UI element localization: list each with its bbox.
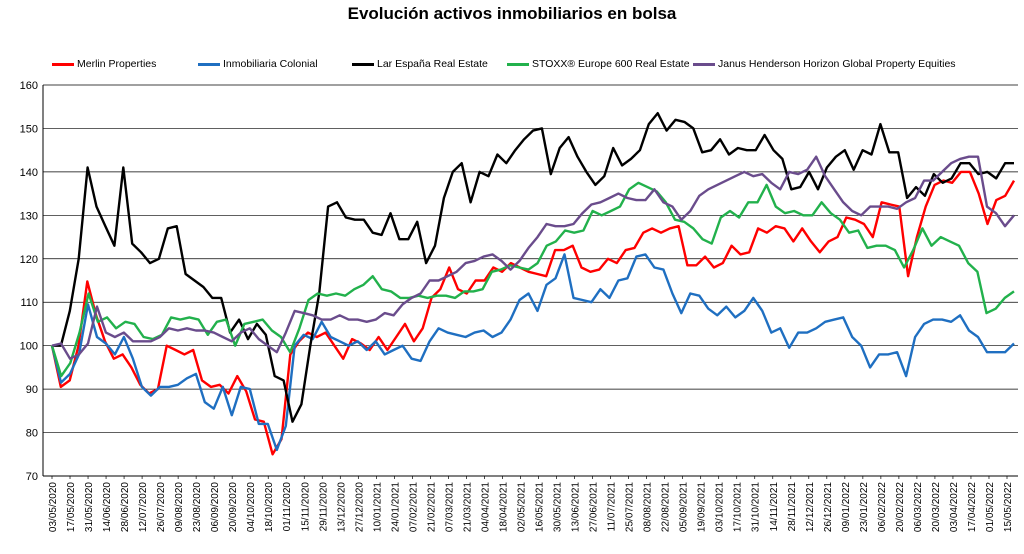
x-tick-label-2: 31/05/2020	[84, 482, 95, 532]
x-tick-label-0: 03/05/2020	[48, 482, 59, 532]
x-tick-label-17: 27/12/2020	[354, 482, 365, 532]
x-tick-label-53: 15/05/2022	[1003, 482, 1014, 532]
x-tick-label-31: 11/07/2021	[607, 482, 618, 532]
series-line-2	[52, 111, 1014, 423]
x-tick-label-33: 08/08/2021	[643, 482, 654, 532]
x-tick-label-20: 07/02/2021	[408, 482, 419, 532]
x-tick-label-11: 04/10/2020	[246, 482, 257, 532]
x-tick-label-13: 01/11/2020	[282, 482, 293, 532]
x-tick-label-19: 24/01/2021	[390, 482, 401, 532]
series-line-1	[50, 253, 1015, 452]
y-tick-label-80: 80	[26, 428, 38, 440]
x-tick-label-42: 12/12/2021	[805, 482, 816, 532]
legend-item-1: Inmobiliaria Colonial	[198, 56, 318, 72]
y-tick-label-110: 110	[20, 297, 38, 309]
x-tick-label-39: 31/10/2021	[751, 482, 762, 532]
x-tick-label-25: 18/04/2021	[498, 482, 509, 532]
x-tick-label-10: 20/09/2020	[228, 482, 239, 532]
x-tick-label-6: 26/07/2020	[156, 482, 167, 532]
x-tick-label-46: 06/02/2022	[877, 482, 888, 532]
x-tick-label-12: 18/10/2020	[264, 482, 275, 532]
y-tick-label-70: 70	[26, 471, 38, 483]
series-line-3	[50, 181, 1015, 378]
x-tick-label-21: 21/02/2021	[426, 482, 437, 532]
y-tick-label-160: 160	[20, 80, 38, 92]
x-tick-label-47: 20/02/2022	[895, 482, 906, 532]
x-tick-label-40: 14/11/2021	[769, 482, 780, 532]
x-tick-label-24: 04/04/2021	[480, 482, 491, 532]
x-tick-label-43: 26/12/2021	[823, 482, 834, 532]
legend-item-3: STOXX® Europe 600 Real Estate	[507, 56, 690, 72]
legend-swatch-1	[198, 62, 220, 66]
x-tick-label-16: 13/12/2020	[336, 482, 347, 532]
legend-swatch-4	[693, 62, 715, 66]
x-tick-label-4: 28/06/2020	[120, 482, 131, 532]
x-tick-label-1: 17/05/2020	[66, 482, 77, 532]
x-tick-label-48: 06/03/2022	[913, 482, 924, 532]
legend-item-2: Lar España Real Estate	[352, 56, 488, 72]
x-tick-label-27: 16/05/2021	[535, 482, 546, 532]
chart-legend: Merlin Properties Inmobiliaria Colonial La…	[0, 56, 1024, 72]
y-tick-label-130: 130	[20, 210, 38, 222]
x-tick-label-23: 21/03/2021	[462, 482, 473, 532]
x-tick-label-5: 12/07/2020	[138, 482, 149, 532]
x-tick-label-35: 05/09/2021	[679, 482, 690, 532]
x-tick-label-3: 14/06/2020	[102, 482, 113, 532]
x-tick-label-29: 13/06/2021	[571, 482, 582, 532]
x-tick-label-37: 03/10/2021	[715, 482, 726, 532]
legend-swatch-0	[52, 62, 74, 66]
x-tick-label-44: 09/01/2022	[841, 482, 852, 532]
x-tick-label-22: 07/03/2021	[444, 482, 455, 532]
chart-title: Evolución activos inmobiliarios en bolsa	[347, 4, 677, 23]
legend-swatch-3	[507, 62, 529, 66]
x-tick-label-8: 23/08/2020	[192, 482, 203, 532]
x-tick-label-50: 03/04/2022	[949, 482, 960, 532]
series-line-0	[50, 170, 1016, 456]
x-tick-label-14: 15/11/2020	[300, 482, 311, 532]
y-tick-label-100: 100	[20, 341, 38, 353]
y-tick-label-90: 90	[26, 384, 38, 396]
x-tick-label-18: 10/01/2021	[372, 482, 383, 532]
legend-item-4: Janus Henderson Horizon Global Property …	[693, 56, 956, 72]
x-tick-label-28: 30/05/2021	[553, 482, 564, 532]
x-tick-label-7: 09/08/2020	[174, 482, 185, 532]
legend-swatch-2	[352, 62, 374, 66]
y-tick-label-140: 140	[20, 167, 38, 179]
legend-label-1: Inmobiliaria Colonial	[223, 58, 318, 70]
x-tick-label-49: 20/03/2022	[931, 482, 942, 532]
legend-item-0: Merlin Properties	[52, 56, 156, 72]
x-tick-label-52: 01/05/2022	[985, 482, 996, 532]
x-tick-label-34: 22/08/2021	[661, 482, 672, 532]
series-line-4	[51, 155, 1015, 360]
x-tick-label-9: 06/09/2020	[210, 482, 221, 532]
x-tick-label-45: 23/01/2022	[859, 482, 870, 532]
x-tick-label-51: 17/04/2022	[967, 482, 978, 532]
y-tick-label-120: 120	[20, 254, 38, 266]
x-tick-label-32: 25/07/2021	[625, 482, 636, 532]
x-tick-label-41: 28/11/2021	[787, 482, 798, 532]
legend-label-4: Janus Henderson Horizon Global Property …	[718, 58, 956, 70]
x-tick-label-36: 19/09/2021	[697, 482, 708, 532]
x-tick-label-38: 17/10/2021	[733, 482, 744, 532]
x-tick-label-30: 27/06/2021	[589, 482, 600, 532]
legend-label-2: Lar España Real Estate	[377, 58, 488, 70]
legend-label-3: STOXX® Europe 600 Real Estate	[532, 58, 690, 70]
legend-label-0: Merlin Properties	[77, 58, 157, 70]
x-tick-label-15: 29/11/2020	[318, 482, 329, 532]
x-tick-label-26: 02/05/2021	[516, 482, 527, 532]
y-tick-label-150: 150	[20, 123, 38, 135]
